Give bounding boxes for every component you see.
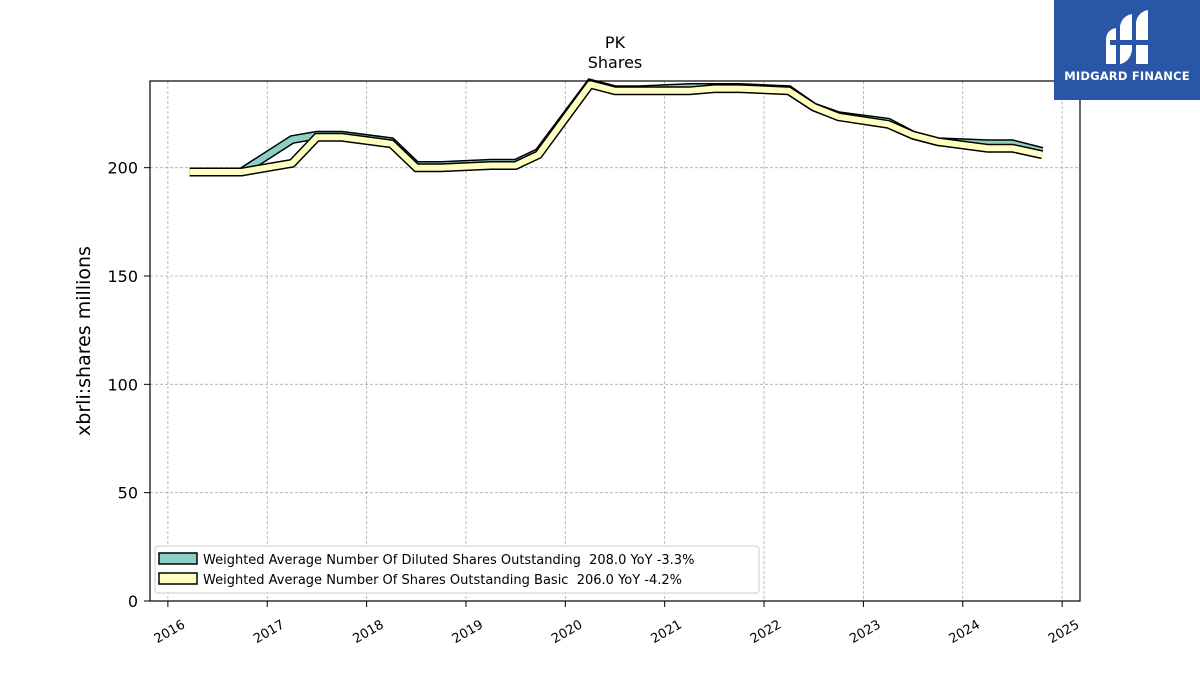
chart-subtitle: Shares (588, 53, 643, 72)
x-tick-label: 2023 (847, 617, 883, 647)
legend: Weighted Average Number Of Diluted Share… (154, 545, 760, 594)
series-1-outline (189, 78, 1044, 177)
y-tick-label: 50 (118, 484, 138, 503)
legend-swatch-2 (158, 572, 198, 585)
y-tick-label: 0 (128, 592, 138, 611)
x-tick-label: 2021 (649, 617, 685, 647)
y-tick-label: 200 (107, 159, 138, 178)
legend-label-2: Weighted Average Number Of Shares Outsta… (203, 573, 682, 588)
series-1-fill (189, 79, 1043, 175)
series-1-line (189, 78, 1044, 177)
series-2-line (189, 79, 1044, 177)
y-axis-label: xbrli:shares millions (73, 246, 95, 436)
x-tick-label: 2025 (1046, 617, 1082, 647)
plot-frame (149, 80, 1081, 602)
chart-title: PK (605, 33, 626, 52)
x-tick-label: 2022 (748, 617, 784, 647)
grid-lines (150, 81, 1080, 602)
y-tick-label: 150 (107, 267, 138, 286)
y-tick-label: 100 (107, 375, 138, 394)
series-layer (189, 78, 1044, 177)
legend-box (154, 545, 760, 594)
legend-label-1: Weighted Average Number Of Diluted Share… (203, 553, 694, 568)
x-tick-label: 2024 (947, 617, 983, 647)
brand-logo: MIDGARD FINANCE (1054, 0, 1200, 100)
x-tick-label: 2016 (152, 617, 188, 647)
x-tick-label: 2017 (251, 617, 287, 647)
legend-swatch-1 (158, 552, 198, 565)
x-tick-label: 2020 (549, 617, 585, 647)
x-tick-label: 2018 (350, 617, 386, 647)
x-tick-label: 2019 (450, 617, 486, 647)
logo-mark-icon (1106, 10, 1150, 64)
logo-text: MIDGARD FINANCE (1064, 69, 1190, 83)
series-2-fill (189, 80, 1043, 175)
series-2-outline (189, 79, 1044, 177)
